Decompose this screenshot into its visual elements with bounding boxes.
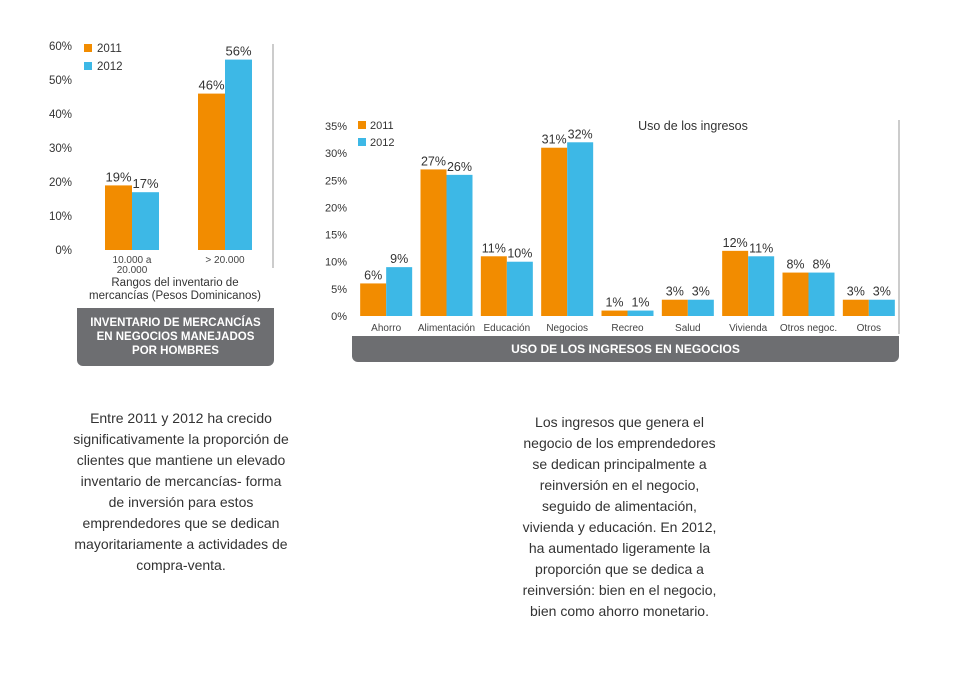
bar bbox=[661, 299, 688, 316]
income-use-description: Los ingresos que genera el negocio de lo… bbox=[522, 414, 717, 619]
bar-data-label: 32% bbox=[568, 127, 593, 141]
bar bbox=[386, 267, 413, 316]
y-tick-label: 20% bbox=[325, 202, 347, 214]
x-tick-label: 10.000 a 20.000 bbox=[113, 255, 152, 276]
bar-data-label: 3% bbox=[873, 285, 891, 299]
y-tick-label: 15% bbox=[325, 230, 347, 242]
bar bbox=[480, 256, 507, 316]
inventory-description: Entre 2011 y 2012 ha crecido significati… bbox=[73, 410, 289, 573]
y-tick-label: 60% bbox=[49, 41, 72, 53]
inventory-chart: 0% 10% 20% 30% 40% 50% 60% 2011 2012 19% 17% 46% 56%… bbox=[49, 41, 274, 302]
y-tick-label: 30% bbox=[49, 143, 72, 155]
y-tick-label: 50% bbox=[49, 75, 72, 87]
bar-data-label: 11% bbox=[749, 241, 773, 255]
bar bbox=[842, 299, 869, 316]
bar bbox=[782, 272, 809, 316]
bar bbox=[601, 310, 628, 316]
bar-data-label: 3% bbox=[666, 285, 684, 299]
bar-data-label: 17% bbox=[132, 176, 158, 191]
bar-data-label: 8% bbox=[786, 258, 804, 272]
x-tick-label: Alimentación bbox=[418, 323, 475, 334]
y-tick-label: 20% bbox=[49, 177, 72, 189]
bar bbox=[541, 147, 568, 316]
bar-data-label: 12% bbox=[723, 236, 748, 250]
x-tick-label: Vivienda bbox=[729, 323, 768, 334]
legend-label: 2012 bbox=[370, 137, 394, 149]
bar-data-label: 31% bbox=[542, 133, 567, 147]
legend-swatch bbox=[84, 44, 92, 52]
x-tick-label: Otros negoc. bbox=[780, 323, 837, 334]
y-tick-label: 30% bbox=[325, 148, 347, 160]
bar bbox=[722, 250, 749, 316]
bar bbox=[687, 299, 714, 316]
y-tick-label: 0% bbox=[331, 311, 347, 323]
x-tick-label: Recreo bbox=[611, 323, 644, 334]
bar bbox=[105, 185, 132, 250]
bar bbox=[198, 93, 225, 250]
income-use-chart: 0% 5% 10% 15% 20% 25% 30% 35% Uso de los ingreso… bbox=[325, 119, 900, 334]
bar-data-label: 19% bbox=[105, 169, 131, 184]
bar-data-label: 11% bbox=[482, 241, 506, 255]
y-tick-label: 35% bbox=[325, 121, 347, 133]
x-tick-label: > 20.000 bbox=[205, 255, 245, 266]
bar-data-label: 46% bbox=[198, 78, 224, 93]
bar-data-label: 56% bbox=[225, 44, 251, 59]
bar-data-label: 3% bbox=[847, 285, 865, 299]
bar bbox=[868, 299, 895, 316]
bar-data-label: 27% bbox=[421, 154, 446, 168]
x-tick-label: Ahorro bbox=[371, 323, 401, 334]
bar bbox=[132, 192, 159, 250]
bar-data-label: 3% bbox=[692, 285, 710, 299]
inventory-chart-title-banner: INVENTARIO DE MERCANCÍAS EN NEGOCIOS MAN… bbox=[77, 308, 274, 366]
y-tick-label: 0% bbox=[55, 245, 72, 257]
bar bbox=[627, 310, 654, 316]
bar bbox=[446, 174, 473, 316]
y-tick-label: 25% bbox=[325, 175, 347, 187]
bar bbox=[808, 272, 835, 316]
legend-label: 2011 bbox=[370, 120, 394, 132]
bar-data-label: 9% bbox=[390, 252, 408, 266]
y-tick-label: 10% bbox=[49, 211, 72, 223]
y-tick-label: 40% bbox=[49, 109, 72, 121]
y-tick-label: 5% bbox=[331, 284, 347, 296]
legend-swatch bbox=[358, 138, 366, 146]
bar bbox=[420, 169, 447, 316]
x-tick-label: Salud bbox=[675, 323, 701, 334]
bar bbox=[506, 261, 533, 316]
bar-data-label: 1% bbox=[605, 296, 623, 310]
bar bbox=[225, 59, 252, 250]
x-tick-label: Negocios bbox=[546, 323, 588, 334]
legend-swatch bbox=[358, 121, 366, 129]
chart-subtitle: Uso de los ingresos bbox=[638, 119, 748, 133]
bar-data-label: 26% bbox=[447, 160, 472, 174]
x-tick-label: Otros bbox=[857, 323, 881, 334]
bar-data-label: 8% bbox=[812, 258, 830, 272]
bar-data-label: 1% bbox=[631, 296, 649, 310]
bar-data-label: 10% bbox=[507, 247, 532, 261]
legend-swatch bbox=[84, 62, 92, 70]
bar-data-label: 6% bbox=[364, 268, 382, 282]
bar bbox=[360, 283, 387, 316]
income-use-chart-title-banner: USO DE LOS INGRESOS EN NEGOCIOS bbox=[352, 336, 899, 362]
bar bbox=[748, 256, 775, 316]
x-axis-title: Rangos del inventario de mercancías (Peso… bbox=[89, 277, 261, 302]
bar bbox=[567, 142, 594, 316]
legend-label: 2012 bbox=[97, 61, 123, 73]
x-tick-label: Educación bbox=[483, 323, 530, 334]
legend-label: 2011 bbox=[97, 43, 122, 55]
y-tick-label: 10% bbox=[325, 257, 347, 269]
